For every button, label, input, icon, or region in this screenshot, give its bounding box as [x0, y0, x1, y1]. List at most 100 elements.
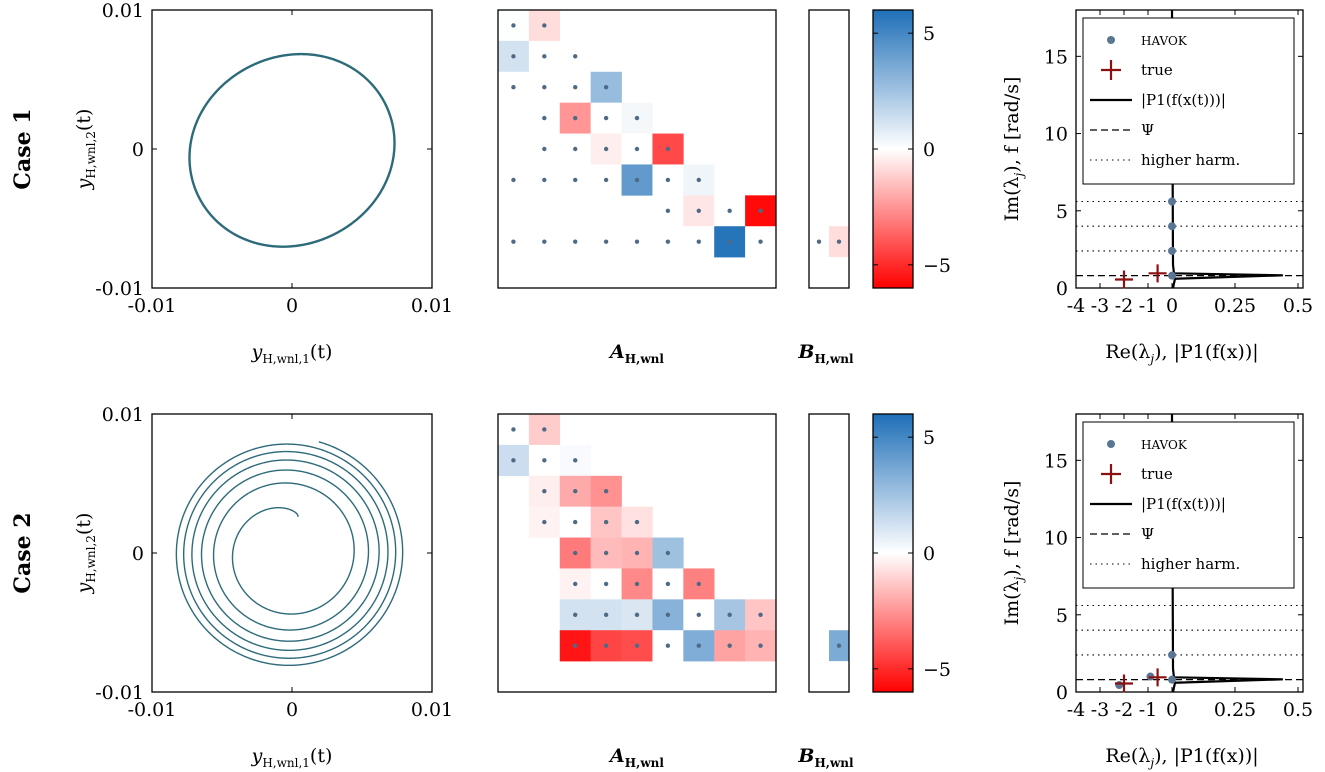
spectrum-xtick-label: -3 — [1091, 295, 1110, 317]
A-matrix-dot — [634, 581, 640, 587]
spectrum-xtick-label: -3 — [1091, 699, 1110, 721]
spectrum-xtick-label: 0.5 — [1283, 699, 1313, 721]
phase-xlabel-1-main: y — [251, 341, 263, 363]
A-matrix-dot — [634, 643, 640, 648]
phase-xlabel-1: yH,wnl,1(t) — [251, 341, 333, 366]
havok-point — [1168, 197, 1176, 206]
phase-ylabel-1-text: yH,wnl,2(t) — [73, 109, 98, 191]
spectrum-ytick-label: 15 — [1044, 450, 1068, 472]
spectrum-xtick-label: -4 — [1067, 699, 1086, 721]
spectrum-ylabel-tail: ), f [rad/s] — [1001, 481, 1023, 577]
A-matrix-dot — [665, 643, 671, 648]
phase-ylabel-2-text: yH,wnl,2(t) — [73, 513, 98, 595]
A-matrix-label-2: AH,wnl — [608, 745, 664, 770]
A-matrix-dot — [511, 427, 516, 432]
phase-xlabel-1-tail: (t) — [310, 341, 332, 363]
B-matrix-label-2: BH,wnl — [797, 745, 854, 770]
A-matrix-dot — [511, 85, 516, 90]
spectrum-ytick-label: 0 — [1056, 278, 1068, 300]
colorbar-tick-label: −5 — [923, 255, 951, 277]
A-matrix-dot — [511, 458, 516, 463]
phase-ylabel-1-sub: H,wnl,2 — [84, 131, 98, 179]
legend-true-marker — [1101, 464, 1121, 484]
spectrum-frame-2 — [1075, 413, 1304, 693]
A-matrix-dot — [758, 208, 763, 213]
havok-point — [1168, 650, 1176, 659]
A-matrix-dot — [573, 115, 578, 121]
spectrum-frame-1 — [1075, 9, 1304, 289]
A-matrix-dot — [542, 146, 547, 152]
spectrum-xtick-label: 0.25 — [1214, 295, 1256, 317]
legend-entry-label: higher harm. — [1141, 555, 1240, 573]
A-matrix-dot — [696, 208, 701, 213]
A-matrix-dot — [603, 643, 609, 648]
phase-ylabel-2-sub: H,wnl,2 — [84, 535, 98, 583]
phase-xtick-label: 0 — [286, 295, 298, 317]
A-matrix-dot — [573, 54, 578, 59]
spectrum-xtick-label: -4 — [1067, 295, 1086, 317]
phase-ylabel-1-tail: (t) — [73, 109, 95, 131]
legend-entry-label: HAVOK — [1141, 438, 1188, 452]
spectrum-ylabel-2: Im(λj), f [rad/s] — [1001, 481, 1026, 626]
A-matrix-dot — [634, 550, 640, 556]
legend-entry-label: HAVOK — [1141, 34, 1188, 48]
phase-xlabel-2: yH,wnl,1(t) — [251, 745, 333, 770]
legend-entry-label: true — [1141, 61, 1173, 79]
p1-spectrum-line — [1170, 413, 1283, 693]
case-label-text-2: Case 2 — [10, 512, 36, 593]
B-matrix-label-1-text: BH,wnl — [797, 341, 854, 366]
A-matrix-dot — [573, 458, 578, 463]
B-matrix-dot — [836, 239, 842, 244]
B-matrix-dot — [836, 643, 842, 648]
true-point — [1148, 668, 1167, 687]
phase-ytick-label: 0.01 — [102, 0, 144, 22]
spectrum-xtick-label: 0 — [1166, 699, 1178, 721]
havok-point — [1168, 271, 1176, 280]
A-matrix-dot — [665, 146, 671, 152]
legend-entry-label: |P1(f(x(t)))| — [1141, 91, 1226, 109]
A-matrix-dot — [665, 208, 671, 213]
phase-xlabel-2-main: y — [251, 745, 263, 767]
phase-xlabel-2-tail: (t) — [310, 745, 332, 767]
legend-entry-label: true — [1141, 465, 1173, 483]
spectrum-ylabel-text: Im(λj), f [rad/s] — [1001, 481, 1026, 626]
A-matrix-dot — [603, 177, 609, 183]
legend-havok-marker — [1107, 440, 1115, 448]
A-matrix-dot — [634, 612, 640, 617]
A-matrix-dot — [603, 581, 609, 587]
phase-xtick-label: -0.01 — [128, 699, 177, 721]
A-matrix-dot — [573, 146, 578, 152]
A-matrix-dot — [542, 239, 547, 244]
phase-ytick-label: -0.01 — [95, 682, 144, 704]
phase-trajectory-2 — [175, 441, 404, 667]
phase-xlabel-1-sub: H,wnl,1 — [262, 352, 310, 366]
B-matrix-label-1-sub: H,wnl — [814, 352, 854, 366]
phase-xlabel-2-text: yH,wnl,1(t) — [251, 745, 333, 770]
A-matrix-dot — [511, 239, 516, 244]
spectrum-xlabel-text: Re(λj), |P1(f(x))| — [1105, 341, 1258, 366]
A-matrix-label-1-sub: H,wnl — [625, 352, 665, 366]
spectrum-ylabel-sub: j — [1012, 172, 1026, 179]
spectrum-xlabel-sub: j — [1147, 756, 1154, 770]
A-matrix-dot — [542, 177, 547, 183]
spectrum-xtick-label: -1 — [1139, 295, 1158, 317]
colorbar-tick-label: 5 — [923, 23, 935, 45]
colorbar-tick-label: 5 — [923, 427, 935, 449]
A-matrix-dot — [634, 146, 640, 152]
B-matrix-label-2-main: B — [797, 745, 814, 767]
phase-ytick-label: 0 — [132, 139, 144, 161]
legend-havok-marker — [1107, 36, 1115, 44]
A-matrix-dot — [727, 612, 732, 617]
spectrum-ytick-label: 0 — [1056, 682, 1068, 704]
A-matrix-dot — [727, 643, 732, 648]
A-matrix-label-2-sub: H,wnl — [625, 756, 665, 770]
true-point — [1115, 674, 1133, 693]
A-matrix-dot — [573, 85, 578, 90]
A-matrix-dot — [603, 239, 609, 244]
spectrum-xlabel-main: Re(λ — [1105, 745, 1150, 767]
A-matrix-dot — [573, 519, 578, 525]
A-matrix-dot — [696, 239, 701, 244]
spectrum-ylabel-tail: ), f [rad/s] — [1001, 77, 1023, 173]
spectrum-ylabel-main: Im(λ — [1001, 176, 1023, 221]
spectrum-ylabel-sub: j — [1012, 576, 1026, 583]
